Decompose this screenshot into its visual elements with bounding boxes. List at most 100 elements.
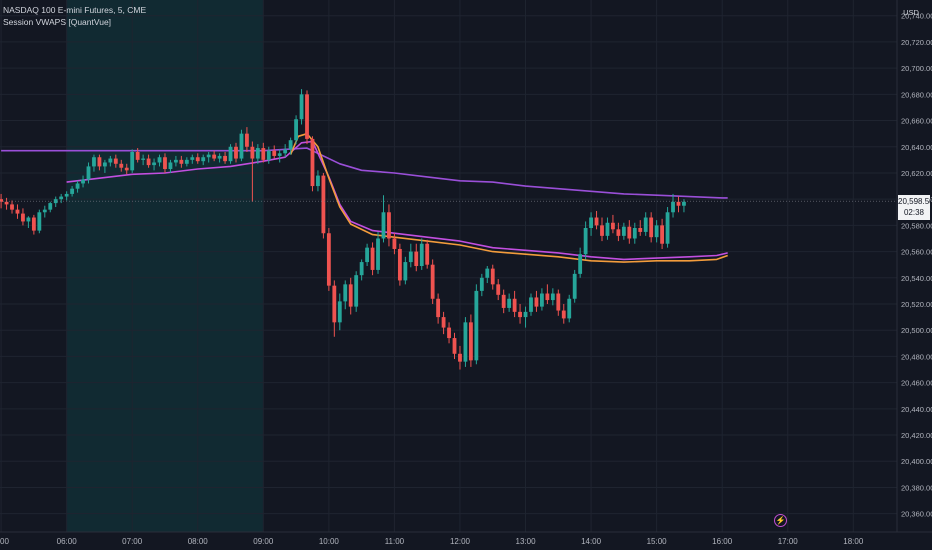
y-tick-label: 20,680.00 [901,90,932,99]
candle [102,159,107,173]
x-tick-label: 00 [0,537,9,546]
candle [42,205,47,218]
candle [376,231,380,274]
currency-badge[interactable]: USD [903,8,919,17]
x-tick-label: 15:00 [647,537,668,546]
candle [173,155,178,167]
candle [337,293,342,331]
candle-body [81,179,85,184]
candle [4,197,9,210]
y-tick-label: 20,660.00 [901,117,932,126]
chart-grid [0,0,897,532]
candle [534,290,539,312]
candle-body [0,199,4,202]
candle [496,279,501,301]
x-tick-label: 06:00 [57,537,78,546]
candle [130,149,135,173]
candle [299,89,304,125]
lightning-icon[interactable]: ⚡ [774,514,787,527]
candle-body [638,228,643,232]
symbol-title[interactable]: NASDAQ 100 E-mini Futures, 5, CME [3,5,147,15]
candle-body [124,167,129,171]
candle-body [425,243,430,265]
time-axis[interactable]: 00 06:00 07:00 08:00 09:00 10:00 11:00 12:00 13:… [0,537,864,546]
candle [501,289,506,314]
candle-body [212,154,217,159]
candle [288,137,293,155]
candle-body [53,199,58,204]
candle-body [474,290,479,361]
y-tick-label: 20,380.00 [901,483,932,492]
candle-body [190,157,195,160]
candle [660,218,665,249]
candle-body [458,353,462,362]
candle-body [397,248,402,281]
candle [490,264,495,290]
x-tick-label: 08:00 [188,537,209,546]
candle-body [403,262,408,281]
candle [594,210,599,230]
chart-legend: NASDAQ 100 E-mini Futures, 5, CME Sessio… [3,4,146,28]
candle [86,162,91,184]
candle [201,154,206,166]
candle [212,150,217,162]
candle [354,271,359,312]
y-tick-label: 20,700.00 [901,64,932,73]
candle [10,200,14,214]
candle [26,216,31,228]
candle [294,115,298,145]
x-tick-label: 14:00 [581,537,602,546]
candle-body [392,238,397,249]
candle-body [195,157,200,162]
candle [392,233,397,255]
candle [665,207,670,248]
candle [266,146,271,164]
candle [119,159,124,172]
indicator-title[interactable]: Session VWAPS [QuantVue] [3,17,112,27]
y-tick-label: 20,540.00 [901,274,932,283]
y-tick-label: 20,620.00 [901,169,932,178]
candle [474,284,479,365]
candle-body [305,94,309,139]
candle-body [146,158,151,166]
candle [545,284,550,304]
candle-body [676,201,681,206]
candle-body [245,133,249,147]
candle [59,193,64,204]
candle-body [572,273,577,299]
candle-body [436,298,441,318]
candle [649,212,654,243]
candle-body [26,217,31,222]
y-tick-label: 20,640.00 [901,143,932,152]
candle-body [113,158,118,164]
candle-body [556,293,561,311]
candle [452,332,457,360]
candle-body [490,268,495,285]
candle-body [294,119,298,141]
candle [529,293,533,316]
candle [600,217,604,242]
candle-body [649,217,654,238]
candle-body [59,196,64,200]
candle-body [277,153,282,156]
candle [321,172,326,239]
candle-body [37,212,42,231]
candle [70,186,75,197]
candle-body [179,159,184,164]
candle-body [359,262,364,276]
candle [447,322,451,344]
candle-body [479,277,484,291]
candle [31,214,36,235]
candle [326,228,331,291]
candle-body [157,157,162,163]
candle [332,280,337,337]
candle [638,220,643,236]
candle-body [496,284,501,295]
candle-body [611,222,615,230]
candle-body [643,217,648,232]
candle [463,317,468,367]
candle-body [632,228,637,239]
candle-body [326,233,331,286]
candle [179,155,184,168]
